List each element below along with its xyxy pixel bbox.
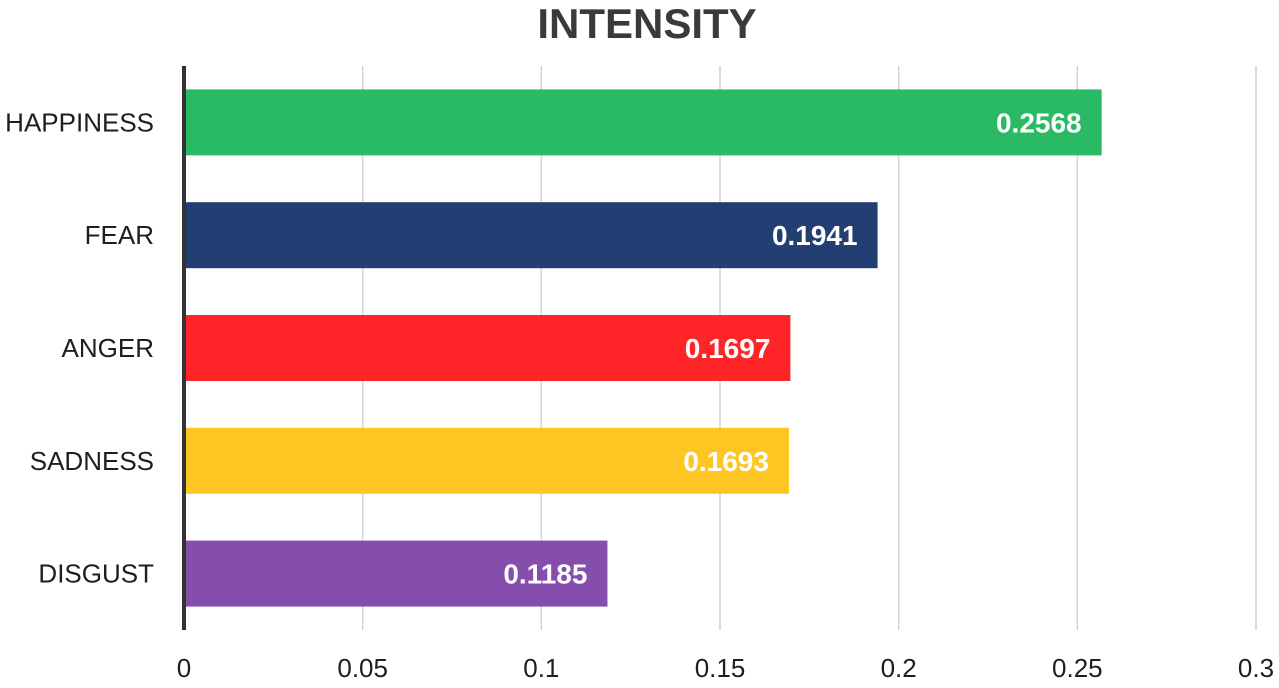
category-label: ANGER [62,333,154,363]
category-label: DISGUST [38,559,154,589]
x-tick-label: 0.15 [695,653,746,683]
chart-title: INTENSITY [537,0,756,47]
bar [184,202,878,269]
x-tick-label: 0 [177,653,191,683]
x-tick-label: 0.25 [1052,653,1103,683]
x-tick-label: 0.05 [337,653,388,683]
x-tick-label: 0.3 [1238,653,1274,683]
category-label: SADNESS [30,446,154,476]
bar [184,540,608,607]
category-labels: HAPPINESS FEAR ANGER SADNESS DISGUST [5,107,154,588]
category-label: FEAR [85,220,154,250]
bar [184,89,1102,156]
bar-value-label: 0.1941 [772,220,858,251]
bar-value-label: 0.1693 [683,446,769,477]
bar-value-label: 0.2568 [996,107,1082,138]
x-tick-label: 0.1 [523,653,559,683]
bar-value-label: 0.1185 [503,559,587,590]
category-label: HAPPINESS [5,107,154,137]
bar [184,315,791,381]
bars: 0.2568 0.1941 0.1697 0.1693 0.1185 [184,89,1102,607]
x-tick-labels: 0 0.05 0.1 0.15 0.2 0.25 0.3 [177,653,1274,683]
bar-value-label: 0.1697 [685,333,771,364]
bar [184,427,789,494]
x-tick-label: 0.2 [881,653,917,683]
